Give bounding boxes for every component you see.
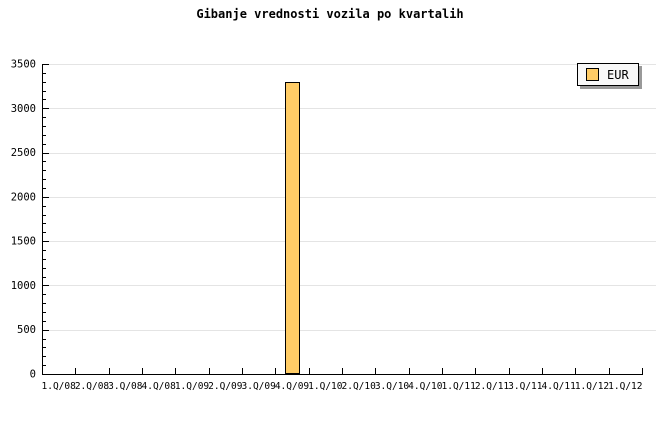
x-tick-label: 4.Q/09 [275,381,310,392]
x-tick-label: 1.Q/09 [175,381,210,392]
x-tick-label: 2.Q/09 [208,381,243,392]
x-tick-label: 3.Q/10 [375,381,410,392]
x-tick-label: 4.Q/10 [408,381,443,392]
x-tick-label: 4.Q/11 [542,381,577,392]
y-tick-label: 2000 [11,191,36,203]
legend: EUR [577,63,639,86]
x-tick-label: 2.Q/08 [75,381,110,392]
y-tick-label: 3500 [11,59,36,71]
y-tick-label: 0 [30,369,36,381]
x-tick-label: 3.Q/08 [108,381,143,392]
y-tick-label: 500 [17,324,36,336]
x-tick-label: 4.Q/08 [142,381,177,392]
bar-EUR-4.Q/09 [285,82,300,374]
x-tick-label: 2.Q/11 [475,381,510,392]
y-tick-label: 1500 [11,236,36,248]
y-tick-label: 3000 [11,103,36,115]
chart-title: Gibanje vrednosti vozila po kvartalih [196,7,464,21]
x-tick-label: 2.Q/10 [342,381,377,392]
legend-swatch-eur-icon [586,68,599,81]
x-tick-label: 3.Q/11 [508,381,543,392]
x-tick-label: 1.Q/12 [608,381,642,392]
y-tick-label: 2500 [11,147,36,159]
x-tick-label: 1.Q/11 [442,381,477,392]
x-tick-label: 1.Q/08 [42,381,77,392]
x-tick-label: 1.Q/10 [308,381,343,392]
legend-label: EUR [607,67,629,82]
y-tick-label: 1000 [11,280,36,292]
x-tick-label: 3.Q/09 [242,381,277,392]
x-tick-label: 1.Q/12 [575,381,609,392]
